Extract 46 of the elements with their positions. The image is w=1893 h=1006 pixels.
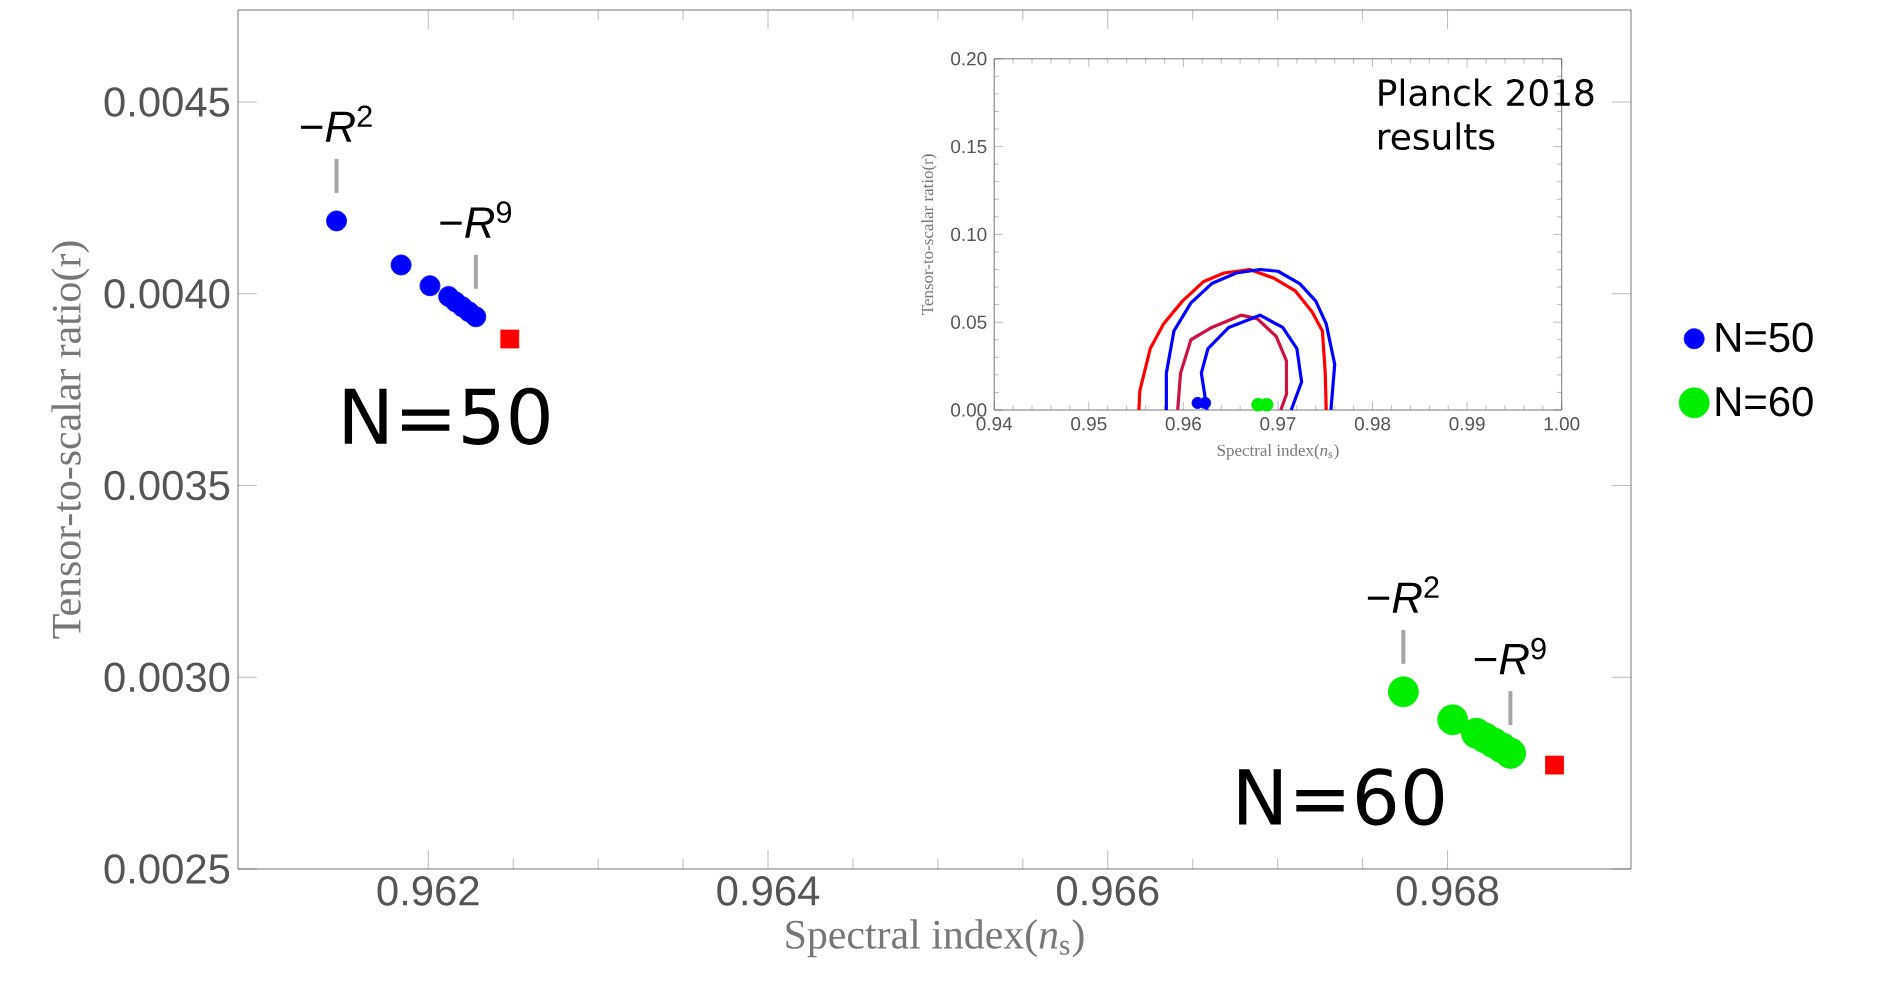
x-tick-label: 0.966 xyxy=(1057,876,1159,906)
point xyxy=(390,254,412,276)
x-tick-label: 0.968 xyxy=(1396,876,1499,906)
y-tick-label: 0.0035 xyxy=(104,470,230,501)
y-tick-label: 0.10 xyxy=(951,227,987,242)
annotation: −R$^{9}$ xyxy=(440,201,512,238)
y-tick-label: 0.05 xyxy=(951,315,987,329)
x-tick-label: 0.97 xyxy=(1260,417,1296,431)
annotation: N=50 xyxy=(344,387,549,445)
x-tick-label: 0.962 xyxy=(377,876,479,906)
annotation: −R$^{2}$ xyxy=(301,105,372,142)
point xyxy=(1545,755,1564,775)
y-tick-label: 0.15 xyxy=(951,139,987,154)
point xyxy=(500,329,520,349)
legend-label: N=60 xyxy=(1716,386,1813,417)
line-series xyxy=(1137,267,1328,412)
x-tick-label: 0.96 xyxy=(1165,417,1201,431)
point xyxy=(1437,704,1469,736)
x-tick-label: 1.00 xyxy=(1544,417,1580,431)
x-axis-title: Spectral index(n$_{s}$) xyxy=(1217,444,1339,460)
line-series xyxy=(1164,267,1337,412)
annotation: −R$^{2}$ xyxy=(1367,576,1439,613)
y-axis-title: Tensor-to-scalar ratio(r) xyxy=(51,241,90,639)
line-series xyxy=(1199,313,1304,412)
y-tick-label: 0.00 xyxy=(951,403,987,417)
point xyxy=(465,306,487,328)
y-axis-title: Tensor-to-scalar ratio(r) xyxy=(921,154,937,315)
line-series xyxy=(1176,313,1289,412)
x-axis-title: Spectral index(n$_{s}$) xyxy=(786,919,1084,958)
point xyxy=(419,275,441,297)
point xyxy=(1387,676,1419,708)
y-tick-label: 0.0025 xyxy=(104,854,230,884)
x-tick-label: 0.99 xyxy=(1449,417,1485,431)
y-tick-label: 0.20 xyxy=(951,52,987,66)
annotation: −R$^{9}$ xyxy=(1474,637,1546,675)
annotation: N=60 xyxy=(1239,768,1444,826)
x-tick-label: 0.98 xyxy=(1354,417,1391,431)
point xyxy=(326,210,347,232)
legend-label: N=50 xyxy=(1716,322,1813,353)
y-tick-label: 0.0045 xyxy=(104,87,230,117)
text: Planck 2018 results xyxy=(1379,78,1594,151)
x-tick-label: 0.95 xyxy=(1071,417,1107,431)
x-tick-label: 0.94 xyxy=(976,417,1013,431)
y-tick-label: 0.0040 xyxy=(104,278,230,309)
y-tick-label: 0.0030 xyxy=(104,662,230,693)
x-tick-label: 0.964 xyxy=(717,876,820,906)
